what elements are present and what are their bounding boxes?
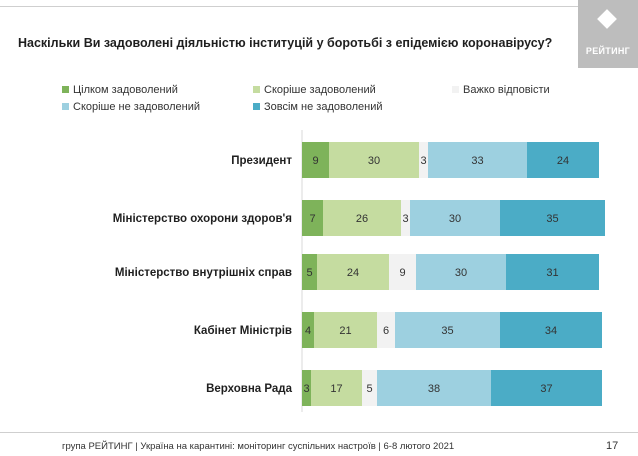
data-label: 31: [546, 267, 558, 279]
legend-item-fully-satisfied: Цілком задоволений: [62, 84, 178, 96]
data-label: 34: [545, 325, 557, 337]
bottom-rule: [0, 432, 638, 433]
legend-label: Цілком задоволений: [73, 84, 178, 96]
legend-item-rather-dissatisfied: Скоріше не задоволений: [62, 101, 200, 113]
data-label: 35: [441, 325, 453, 337]
bar-segment: [377, 312, 395, 348]
bar-segment: [302, 312, 314, 348]
bar-segment: [362, 370, 377, 406]
bar-segment: [506, 254, 599, 290]
bar-segment: [302, 200, 323, 236]
data-label: 24: [557, 155, 569, 167]
data-label: 6: [383, 325, 389, 337]
data-label: 26: [356, 213, 368, 225]
bar-segment: [314, 312, 377, 348]
page-number: 17: [606, 440, 619, 452]
data-label: 30: [455, 267, 467, 279]
data-label: 9: [312, 155, 318, 167]
data-label: 3: [402, 213, 408, 225]
bar-segment: [410, 200, 500, 236]
data-label: 3: [420, 155, 426, 167]
legend-swatch: [62, 102, 69, 110]
bar-segment: [302, 254, 317, 290]
bar-segment: [389, 254, 416, 290]
bar-segment: [500, 200, 605, 236]
category-label: Верховна Рада: [206, 383, 293, 395]
data-label: 21: [339, 325, 351, 337]
bar-segment: [329, 142, 419, 178]
data-label: 38: [428, 383, 440, 395]
data-label: 5: [306, 267, 312, 279]
bar-segment: [491, 370, 602, 406]
footer-source: група РЕЙТИНГ | Україна на карантині: мо…: [62, 441, 455, 452]
data-label: 35: [546, 213, 558, 225]
bar-segment: [527, 142, 599, 178]
bar-segment: [311, 370, 362, 406]
bar-segment: [395, 312, 500, 348]
legend-item-hard-to-say: Важко відповісти: [452, 84, 550, 96]
legend-swatch: [253, 102, 260, 110]
legend-label: Скоріше задоволений: [264, 84, 376, 96]
bar-segment: [302, 370, 311, 406]
category-label: Президент: [231, 155, 292, 167]
bar-segment: [317, 254, 389, 290]
bar-segment: [401, 200, 410, 236]
bar-segment: [302, 142, 329, 178]
data-label: 17: [330, 383, 342, 395]
data-label: 7: [309, 213, 315, 225]
logo-text: РЕЙТИНГ: [585, 46, 631, 56]
rating-logo: РЕЙТИНГ: [578, 0, 638, 68]
legend-item-totally-dissatisfied: Зовсім не задоволений: [253, 101, 383, 113]
data-label: 4: [305, 325, 311, 337]
legend-swatch: [62, 85, 69, 93]
data-label: 30: [368, 155, 380, 167]
legend-label: Важко відповісти: [463, 84, 550, 96]
legend-swatch: [452, 85, 459, 93]
bar-segment: [419, 142, 428, 178]
data-label: 9: [399, 267, 405, 279]
bar-segment: [500, 312, 602, 348]
bar-segment: [323, 200, 401, 236]
legend-item-rather-satisfied: Скоріше задоволений: [253, 84, 376, 96]
category-label: Кабінет Міністрів: [194, 325, 292, 337]
chart-title: Наскільки Ви задоволені діяльністю інсти…: [18, 36, 553, 50]
data-label: 33: [471, 155, 483, 167]
legend-swatch: [253, 85, 260, 93]
bar-segment: [416, 254, 506, 290]
category-label: Міністерство охорони здоров'я: [113, 213, 292, 225]
bar-segment: [377, 370, 491, 406]
data-label: 5: [366, 383, 372, 395]
data-label: 3: [303, 383, 309, 395]
data-label: 30: [449, 213, 461, 225]
category-label: Міністерство внутрішніх справ: [115, 267, 292, 279]
bar-segment: [428, 142, 527, 178]
legend-label: Зовсім не задоволений: [264, 101, 383, 113]
legend-label: Скоріше не задоволений: [73, 101, 200, 113]
data-label: 24: [347, 267, 359, 279]
top-rule: [0, 6, 578, 7]
data-label: 37: [540, 383, 552, 395]
